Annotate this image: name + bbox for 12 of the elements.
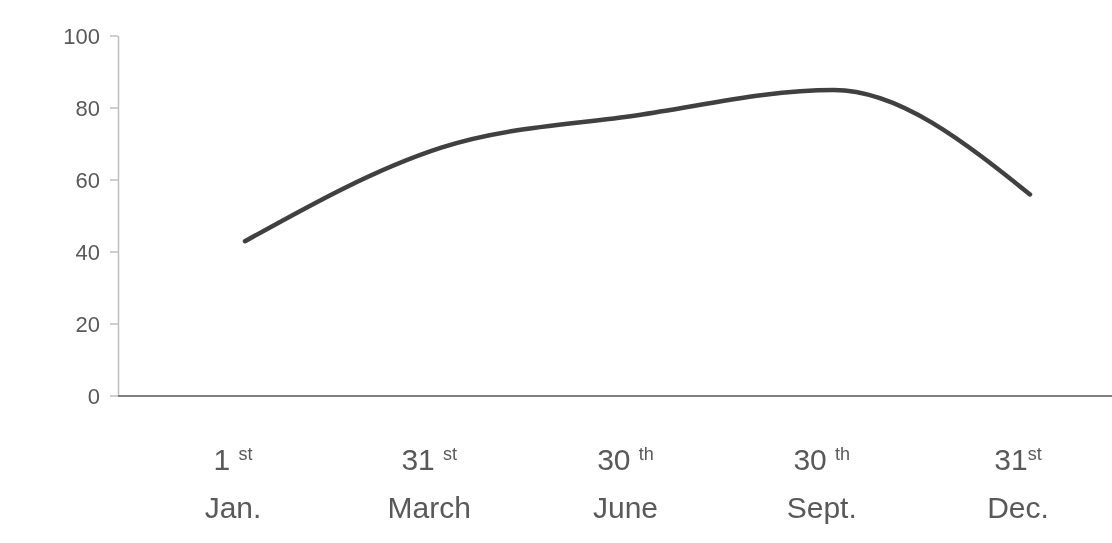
category-label: 1 $^{st}$ Jan. [204, 443, 262, 524]
y-tick-label: 0 [87, 383, 100, 409]
y-tick-label: 100 [63, 23, 100, 49]
y-tick-label: 20 [75, 311, 100, 337]
category-label: 31 $^{st}$ March [387, 443, 471, 524]
category-label: 30 $^{th}$ Sept. [786, 443, 857, 524]
line-series [242, 87, 1033, 244]
category-label: 31$^{st}$ Dec. [987, 443, 1049, 524]
y-tick-label: 40 [75, 239, 100, 265]
y-tick-label: 80 [75, 95, 100, 121]
category-label: 30 $^{th}$ June [592, 443, 659, 524]
y-tick-label: 60 [75, 167, 100, 193]
